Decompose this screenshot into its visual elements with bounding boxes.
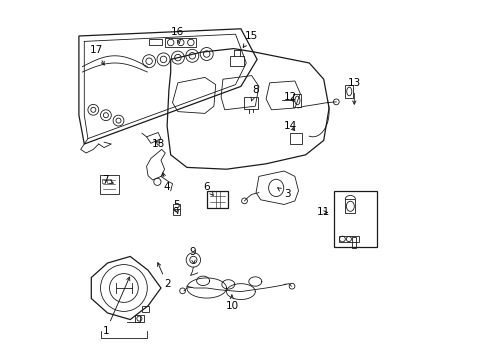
Text: 1: 1 [102,277,129,336]
Bar [244,97,258,109]
Bar [102,179,105,183]
Text: 10: 10 [225,295,238,311]
Bar [134,315,143,322]
Bar [206,191,227,208]
Text: 8: 8 [250,85,258,101]
Text: 12: 12 [283,92,296,102]
Text: 11: 11 [316,207,330,217]
Bar [333,191,376,247]
Bar [289,133,302,144]
Text: 5: 5 [172,200,179,213]
Text: 17: 17 [90,45,104,65]
Bar [165,38,196,47]
Text: 14: 14 [283,121,296,131]
Bar [352,237,355,248]
Bar [172,204,179,215]
Bar [107,179,110,183]
Text: 15: 15 [243,31,258,48]
Text: 9: 9 [188,247,195,264]
Text: 13: 13 [347,78,360,104]
Bar [338,236,358,242]
Bar [100,175,118,194]
Text: 2: 2 [157,263,170,289]
Text: 4: 4 [162,173,170,192]
Text: 3: 3 [277,188,290,199]
Text: 18: 18 [152,139,165,149]
Text: 16: 16 [171,27,184,43]
Text: 7: 7 [102,175,113,185]
Bar [293,94,301,107]
Bar [230,56,244,66]
Text: 6: 6 [203,182,213,195]
Bar [345,85,352,98]
Bar [142,306,149,312]
Bar [149,39,162,45]
